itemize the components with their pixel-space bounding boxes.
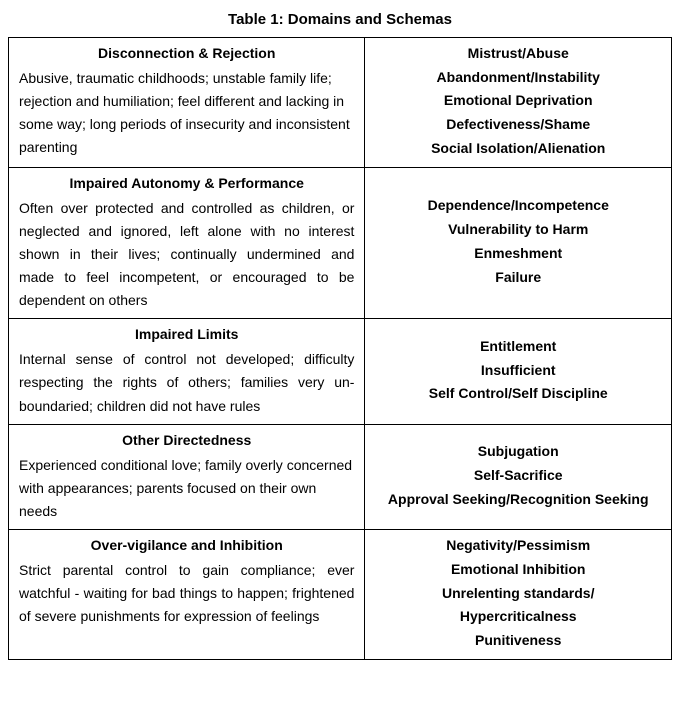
table-row: Over-vigilance and InhibitionStrict pare…	[9, 530, 672, 660]
schema-item: Abandonment/Instability	[375, 66, 661, 90]
schema-item: Mistrust/Abuse	[375, 42, 661, 66]
domain-title: Impaired Autonomy & Performance	[19, 172, 354, 195]
domain-title: Other Directedness	[19, 429, 354, 452]
page: Table 1: Domains and Schemas Disconnecti…	[0, 0, 680, 670]
table-title: Table 1: Domains and Schemas	[8, 6, 672, 37]
schema-item: Vulnerability to Harm	[375, 218, 661, 242]
schema-item: Self-Sacrifice	[375, 464, 661, 488]
table-row: Impaired LimitsInternal sense of control…	[9, 319, 672, 424]
domain-title: Disconnection & Rejection	[19, 42, 354, 65]
domain-title: Impaired Limits	[19, 323, 354, 346]
domain-description: Internal sense of control not developed;…	[19, 348, 354, 417]
schema-item: Entitlement	[375, 335, 661, 359]
schema-item: Emotional Deprivation	[375, 89, 661, 113]
domain-description: Abusive, traumatic childhoods; unstable …	[19, 67, 354, 159]
schema-item: Dependence/Incompetence	[375, 194, 661, 218]
schema-item: Emotional Inhibition	[375, 558, 661, 582]
domain-cell: Other DirectednessExperienced conditiona…	[9, 424, 365, 529]
schema-item: Social Isolation/Alienation	[375, 137, 661, 161]
table-row: Disconnection & RejectionAbusive, trauma…	[9, 37, 672, 167]
schema-item: Subjugation	[375, 440, 661, 464]
table-body: Disconnection & RejectionAbusive, trauma…	[9, 37, 672, 659]
schemas-cell: Dependence/IncompetenceVulnerability to …	[365, 167, 672, 319]
domain-cell: Impaired LimitsInternal sense of control…	[9, 319, 365, 424]
schema-item: Self Control/Self Discipline	[375, 382, 661, 406]
domain-title: Over-vigilance and Inhibition	[19, 534, 354, 557]
domain-description: Often over protected and controlled as c…	[19, 197, 354, 312]
schema-item: Defectiveness/Shame	[375, 113, 661, 137]
domain-cell: Disconnection & RejectionAbusive, trauma…	[9, 37, 365, 167]
schema-item: Unrelenting standards/	[375, 582, 661, 606]
schemas-cell: Negativity/PessimismEmotional Inhibition…	[365, 530, 672, 660]
table-row: Other DirectednessExperienced conditiona…	[9, 424, 672, 529]
schemas-cell: EntitlementInsufficientSelf Control/Self…	[365, 319, 672, 424]
schema-item: Enmeshment	[375, 242, 661, 266]
domains-schemas-table: Disconnection & RejectionAbusive, trauma…	[8, 37, 672, 660]
schemas-cell: Mistrust/AbuseAbandonment/InstabilityEmo…	[365, 37, 672, 167]
table-row: Impaired Autonomy & PerformanceOften ove…	[9, 167, 672, 319]
domain-cell: Impaired Autonomy & PerformanceOften ove…	[9, 167, 365, 319]
schemas-cell: SubjugationSelf-SacrificeApproval Seekin…	[365, 424, 672, 529]
schema-item: Punitiveness	[375, 629, 661, 653]
schema-item: Hypercriticalness	[375, 605, 661, 629]
schema-item: Failure	[375, 266, 661, 290]
schema-item: Negativity/Pessimism	[375, 534, 661, 558]
domain-description: Strict parental control to gain complian…	[19, 559, 354, 628]
domain-description: Experienced conditional love; family ove…	[19, 454, 354, 523]
schema-item: Insufficient	[375, 359, 661, 383]
schema-item: Approval Seeking/Recognition Seeking	[375, 488, 661, 512]
domain-cell: Over-vigilance and InhibitionStrict pare…	[9, 530, 365, 660]
